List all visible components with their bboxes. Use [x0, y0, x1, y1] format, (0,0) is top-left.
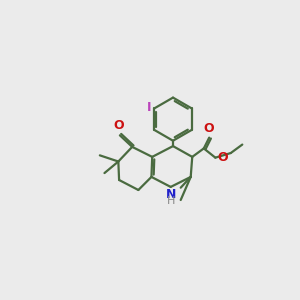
- Text: H: H: [167, 196, 175, 206]
- Text: O: O: [203, 122, 214, 135]
- Text: I: I: [147, 101, 151, 114]
- Text: N: N: [166, 188, 176, 202]
- Text: O: O: [217, 151, 227, 164]
- Text: O: O: [113, 119, 124, 132]
